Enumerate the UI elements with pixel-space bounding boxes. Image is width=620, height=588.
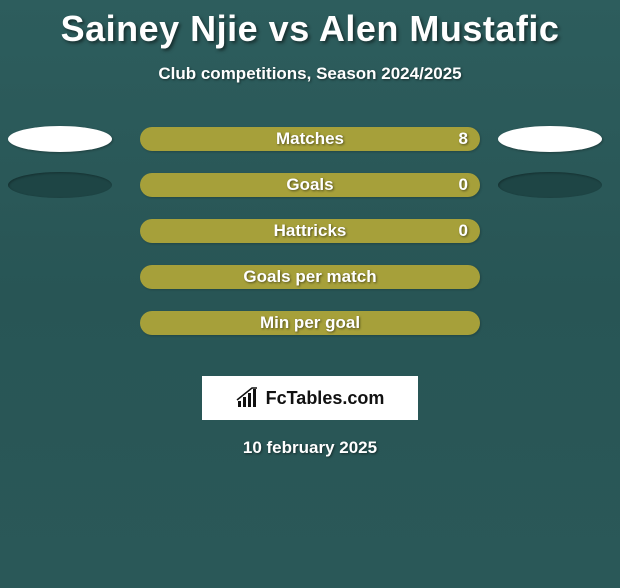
stat-row: Goals per match <box>0 262 620 308</box>
stat-label: Goals <box>140 175 480 195</box>
stat-label: Matches <box>140 129 480 149</box>
left-marker <box>8 126 112 152</box>
site-logo: FcTables.com <box>202 376 418 420</box>
stat-value: 0 <box>459 221 468 241</box>
stat-label: Min per goal <box>140 313 480 333</box>
stat-row: Goals 0 <box>0 170 620 216</box>
date-text: 10 february 2025 <box>0 438 620 458</box>
stat-bar-goals-per-match: Goals per match <box>140 265 480 289</box>
comparison-chart: Matches 8 Goals 0 Hattricks 0 Goals per … <box>0 124 620 354</box>
right-marker <box>498 172 602 198</box>
logo-text: FcTables.com <box>266 388 385 409</box>
stat-bar-min-per-goal: Min per goal <box>140 311 480 335</box>
stat-row: Min per goal <box>0 308 620 354</box>
page-subtitle: Club competitions, Season 2024/2025 <box>0 64 620 84</box>
right-marker <box>498 126 602 152</box>
stat-value: 8 <box>459 129 468 149</box>
stat-label: Hattricks <box>140 221 480 241</box>
page-title: Sainey Njie vs Alen Mustafic <box>0 8 620 50</box>
stat-row: Hattricks 0 <box>0 216 620 262</box>
stat-row: Matches 8 <box>0 124 620 170</box>
stat-bar-goals: Goals 0 <box>140 173 480 197</box>
left-marker <box>8 172 112 198</box>
chart-icon <box>236 387 262 409</box>
stat-label: Goals per match <box>140 267 480 287</box>
stat-bar-hattricks: Hattricks 0 <box>140 219 480 243</box>
stat-bar-matches: Matches 8 <box>140 127 480 151</box>
stat-value: 0 <box>459 175 468 195</box>
